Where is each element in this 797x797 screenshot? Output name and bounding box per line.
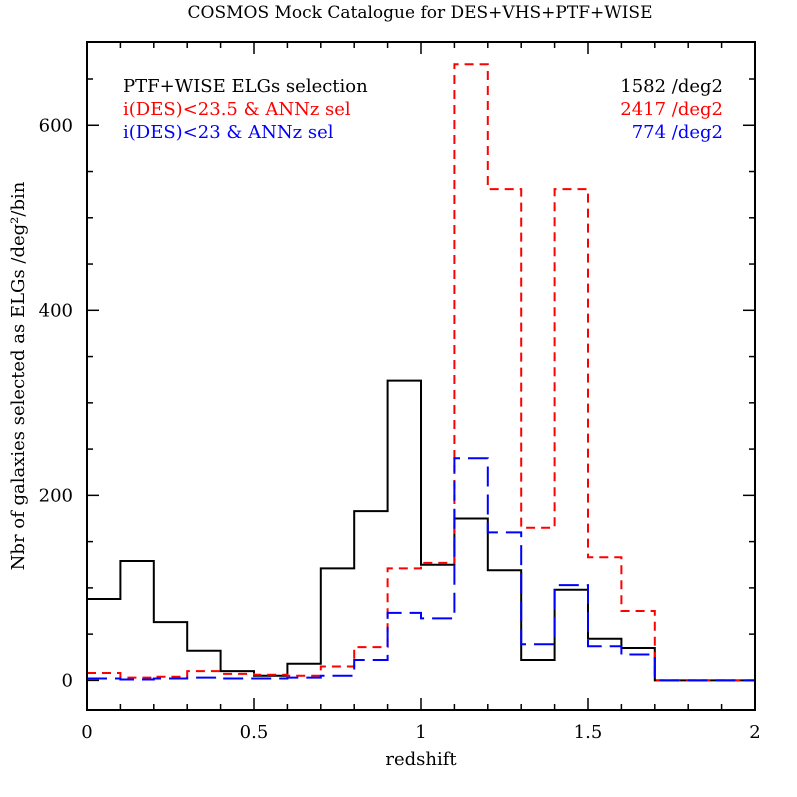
- legend-density: 1582 /deg2: [620, 76, 723, 97]
- x-tick-label: 0: [81, 722, 92, 743]
- series-group: [87, 63, 755, 682]
- x-tick-label: 1: [415, 722, 426, 743]
- y-tick-label: 0: [62, 670, 73, 691]
- y-tick-label: 600: [39, 115, 73, 136]
- legend-label: i(DES)<23.5 & ANNz sel: [123, 99, 351, 120]
- y-tick-label: 200: [39, 485, 73, 506]
- series-line: [87, 457, 755, 682]
- axis-ticks: 0 0.5 1 1.5 2 0 200 400 600: [39, 42, 761, 743]
- y-tick-label: 400: [39, 300, 73, 321]
- series-line: [87, 63, 755, 682]
- legend-density: 2417 /deg2: [620, 99, 723, 120]
- x-axis-label: redshift: [385, 749, 457, 770]
- legend-label: PTF+WISE ELGs selection: [123, 76, 368, 97]
- y-axis-label: Nbr of galaxies selected as ELGs /deg²/b…: [8, 181, 29, 570]
- x-tick-label: 2: [749, 722, 760, 743]
- legend-label: i(DES)<23 & ANNz sel: [123, 122, 334, 143]
- legend: PTF+WISE ELGs selection 1582 /deg2 i(DES)<…: [123, 76, 723, 143]
- x-tick-label: 1.5: [574, 722, 603, 743]
- chart-title: COSMOS Mock Catalogue for DES+VHS+PTF+WI…: [188, 3, 653, 23]
- series-line: [87, 379, 755, 682]
- legend-density: 774 /deg2: [632, 122, 723, 143]
- plot-frame: [86, 41, 756, 711]
- x-tick-label: 0.5: [240, 722, 269, 743]
